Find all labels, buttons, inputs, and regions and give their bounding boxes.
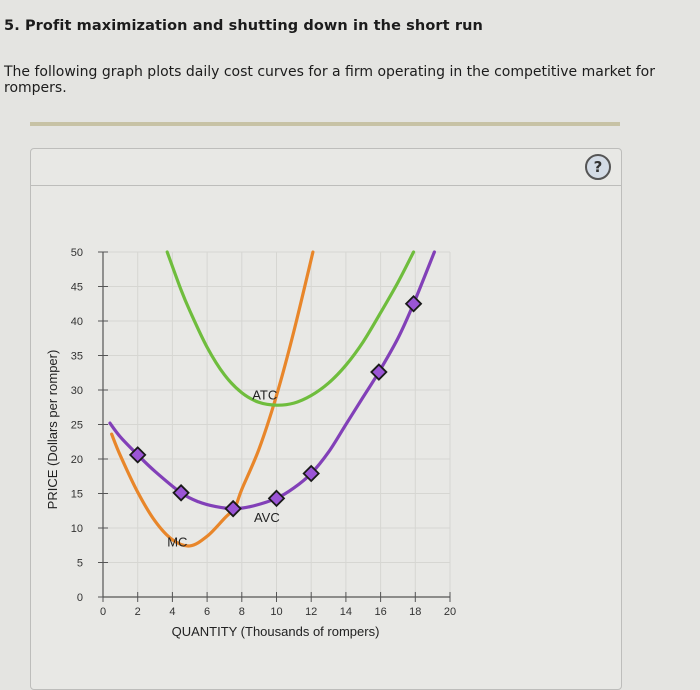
y-tick-label: 10 <box>71 523 83 535</box>
y-tick-label: 5 <box>77 558 83 570</box>
x-axis-title: QUANTITY (Thousands of rompers) <box>172 624 380 639</box>
panel-header: ? <box>31 149 621 186</box>
y-tick-label: 15 <box>71 489 83 501</box>
x-tick-label: 20 <box>444 606 456 618</box>
y-axis-title: PRICE (Dollars per romper) <box>45 350 60 510</box>
y-tick-label: 40 <box>71 316 83 328</box>
y-tick-label: 30 <box>71 385 83 397</box>
graph-panel: ? <box>30 148 622 690</box>
chart-grid <box>103 251 451 597</box>
avc-point-marker[interactable] <box>267 489 286 508</box>
x-tick-label: 4 <box>169 606 175 618</box>
x-tick-label: 6 <box>204 606 210 618</box>
question-intro: The following graph plots daily cost cur… <box>4 64 655 96</box>
y-tick-label: 0 <box>77 592 83 604</box>
mc-curve <box>110 250 315 548</box>
avc-point-marker[interactable] <box>370 363 388 381</box>
x-tick-label: 18 <box>409 606 421 618</box>
x-tick-label: 10 <box>270 606 282 618</box>
mc-label: MC <box>167 535 187 550</box>
y-tick-label: 25 <box>71 420 83 432</box>
y-tick-label: 45 <box>71 282 83 294</box>
divider <box>30 122 620 126</box>
avc-markers[interactable] <box>128 294 423 518</box>
atc-curve <box>165 250 416 407</box>
x-tick-label: 14 <box>340 606 352 618</box>
avc-point-marker[interactable] <box>172 484 190 502</box>
avc-point-marker[interactable] <box>302 464 320 483</box>
y-tick-label: 35 <box>71 351 83 363</box>
chart-axes: 0 5 10 15 20 25 30 35 40 45 50 0 2 4 6 8 10 12 14 16 18 20 QUA… <box>45 247 456 639</box>
y-tick-label: 20 <box>71 454 83 466</box>
cost-curves-chart: 0 5 10 15 20 25 30 35 40 45 50 0 2 4 6 8 10 12 14 16 18 20 QUA… <box>45 247 456 639</box>
avc-point-marker[interactable] <box>128 446 147 464</box>
x-tick-label: 8 <box>239 606 245 618</box>
x-tick-label: 2 <box>135 606 141 618</box>
atc-label: ATC <box>252 388 277 403</box>
avc-point-marker[interactable] <box>404 294 423 313</box>
avc-curve <box>108 250 436 511</box>
chart-labels: MC ATC AVC <box>167 388 280 550</box>
avc-label: AVC <box>254 510 280 525</box>
x-tick-label: 0 <box>100 606 106 618</box>
question-circle-icon[interactable]: ? <box>585 154 611 180</box>
x-tick-label: 16 <box>374 606 386 618</box>
avc-point-marker[interactable] <box>224 499 242 518</box>
question-title: 5. Profit maximization and shutting down… <box>4 18 483 34</box>
x-tick-label: 12 <box>305 606 317 618</box>
y-tick-label: 50 <box>71 247 83 259</box>
